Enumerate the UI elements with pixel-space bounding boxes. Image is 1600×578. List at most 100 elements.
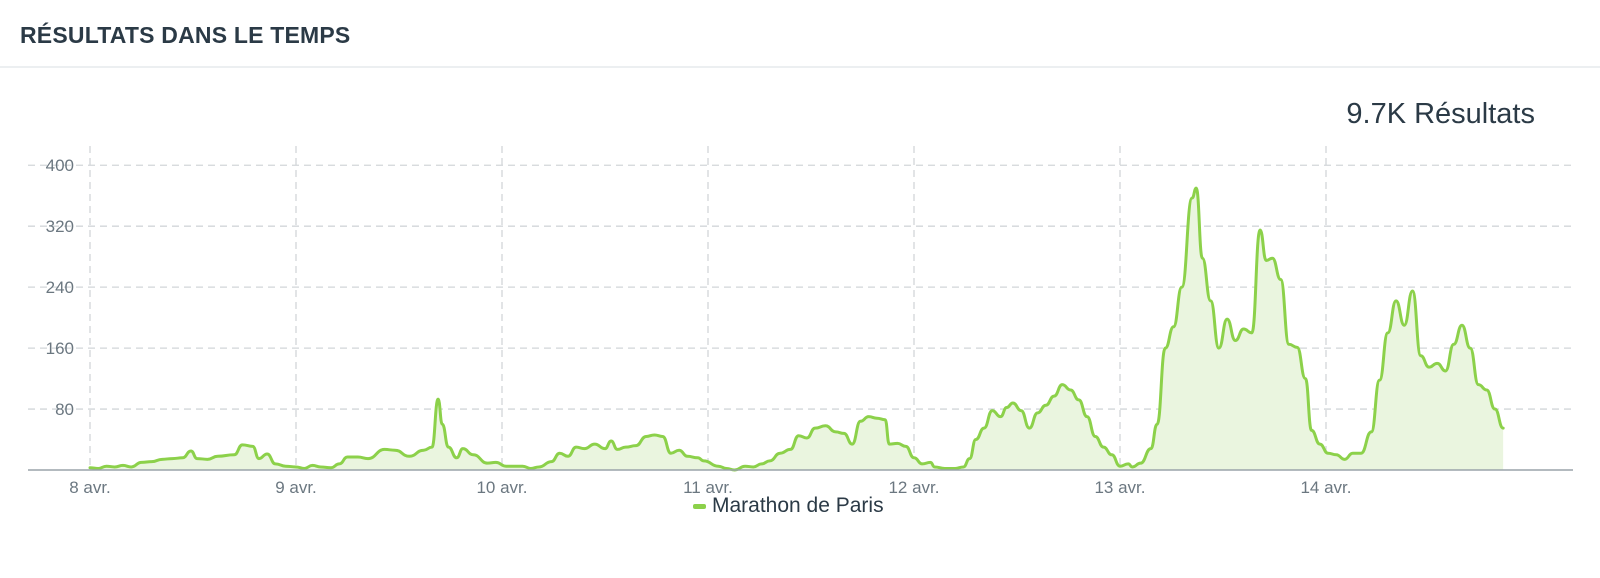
- data-point: [744, 465, 746, 467]
- data-point: [550, 460, 552, 462]
- data-point: [196, 457, 198, 459]
- series-line-0: [88, 186, 1505, 472]
- data-point: [686, 455, 688, 457]
- data-point: [1036, 412, 1038, 414]
- data-point: [1012, 402, 1014, 404]
- data-point: [1387, 332, 1389, 334]
- data-point: [130, 466, 132, 468]
- data-point: [929, 461, 931, 463]
- y-tick-label: 160: [46, 339, 74, 358]
- chart-legend[interactable]: Marathon de Paris: [693, 494, 884, 518]
- data-point: [999, 415, 1001, 417]
- data-point: [913, 457, 915, 459]
- data-point: [1494, 408, 1496, 410]
- data-point: [1164, 347, 1166, 349]
- data-point: [921, 463, 923, 465]
- data-point: [105, 465, 107, 467]
- data-point: [1259, 229, 1261, 231]
- data-point: [1119, 465, 1121, 467]
- data-point: [1218, 347, 1220, 349]
- data-point: [1403, 324, 1405, 326]
- data-point: [661, 435, 663, 437]
- data-point: [1094, 435, 1096, 437]
- data-point: [320, 466, 322, 468]
- data-point: [1053, 395, 1055, 397]
- data-point: [1172, 326, 1174, 328]
- x-tick-label: 11 avr.: [683, 478, 733, 497]
- data-point: [558, 452, 560, 454]
- data-point: [575, 446, 577, 448]
- data-point: [991, 409, 993, 411]
- data-point: [594, 443, 596, 445]
- data-point: [1327, 452, 1329, 454]
- data-point: [233, 454, 235, 456]
- data-point: [789, 448, 791, 450]
- data-point: [295, 466, 297, 468]
- data-point: [678, 449, 680, 451]
- data-point: [1251, 332, 1253, 334]
- data-point: [357, 456, 359, 458]
- x-tick-label: 9 avr.: [275, 478, 317, 497]
- data-point: [1226, 318, 1228, 320]
- data-point: [1335, 454, 1337, 456]
- data-point: [1279, 278, 1281, 280]
- data-point: [1428, 366, 1430, 368]
- data-point: [859, 420, 861, 422]
- data-point: [258, 457, 260, 459]
- data-point: [447, 446, 449, 448]
- series-area-0: [90, 188, 1504, 470]
- data-point: [933, 466, 935, 468]
- data-point: [1045, 404, 1047, 406]
- data-point: [1343, 458, 1345, 460]
- x-tick-label: 10 avr.: [476, 478, 527, 497]
- data-point: [1411, 290, 1413, 292]
- data-point: [346, 456, 348, 458]
- data-point: [122, 464, 124, 466]
- data-point: [1078, 399, 1080, 401]
- data-point: [1191, 197, 1193, 199]
- data-point: [697, 457, 699, 459]
- data-point: [114, 466, 116, 468]
- data-point: [1265, 259, 1267, 261]
- data-point: [486, 462, 488, 464]
- data-point: [779, 452, 781, 454]
- data-point: [89, 467, 91, 469]
- data-point: [867, 415, 869, 417]
- x-tick-label: 12 avr.: [888, 478, 939, 497]
- data-point: [274, 463, 276, 465]
- data-point: [1102, 446, 1104, 448]
- data-point: [1111, 454, 1113, 456]
- y-tick-label: 320: [46, 217, 74, 236]
- data-point: [1378, 379, 1380, 381]
- data-point: [1453, 343, 1455, 345]
- data-point: [455, 457, 457, 459]
- data-point: [769, 460, 771, 462]
- data-point: [583, 447, 585, 449]
- data-point: [752, 466, 754, 468]
- data-point: [1310, 429, 1312, 431]
- data-point: [206, 458, 208, 460]
- data-point: [190, 450, 192, 452]
- data-point: [843, 432, 845, 434]
- chart-grid: [28, 146, 1573, 470]
- data-point: [1485, 389, 1487, 391]
- data-point: [905, 445, 907, 447]
- data-point: [217, 455, 219, 457]
- data-point: [876, 417, 878, 419]
- data-point: [151, 460, 153, 462]
- data-point: [171, 457, 173, 459]
- data-point: [1201, 257, 1203, 259]
- data-point: [1461, 324, 1463, 326]
- data-point: [431, 446, 433, 448]
- y-tick-label: 240: [46, 278, 74, 297]
- data-point: [1296, 346, 1298, 348]
- data-point: [1209, 300, 1211, 302]
- data-point: [975, 438, 977, 440]
- y-tick-label: 80: [55, 400, 74, 419]
- data-point: [338, 463, 340, 465]
- data-point: [1420, 355, 1422, 357]
- data-point: [814, 427, 816, 429]
- panel-header: RÉSULTATS DANS LE TEMPS: [0, 0, 1600, 68]
